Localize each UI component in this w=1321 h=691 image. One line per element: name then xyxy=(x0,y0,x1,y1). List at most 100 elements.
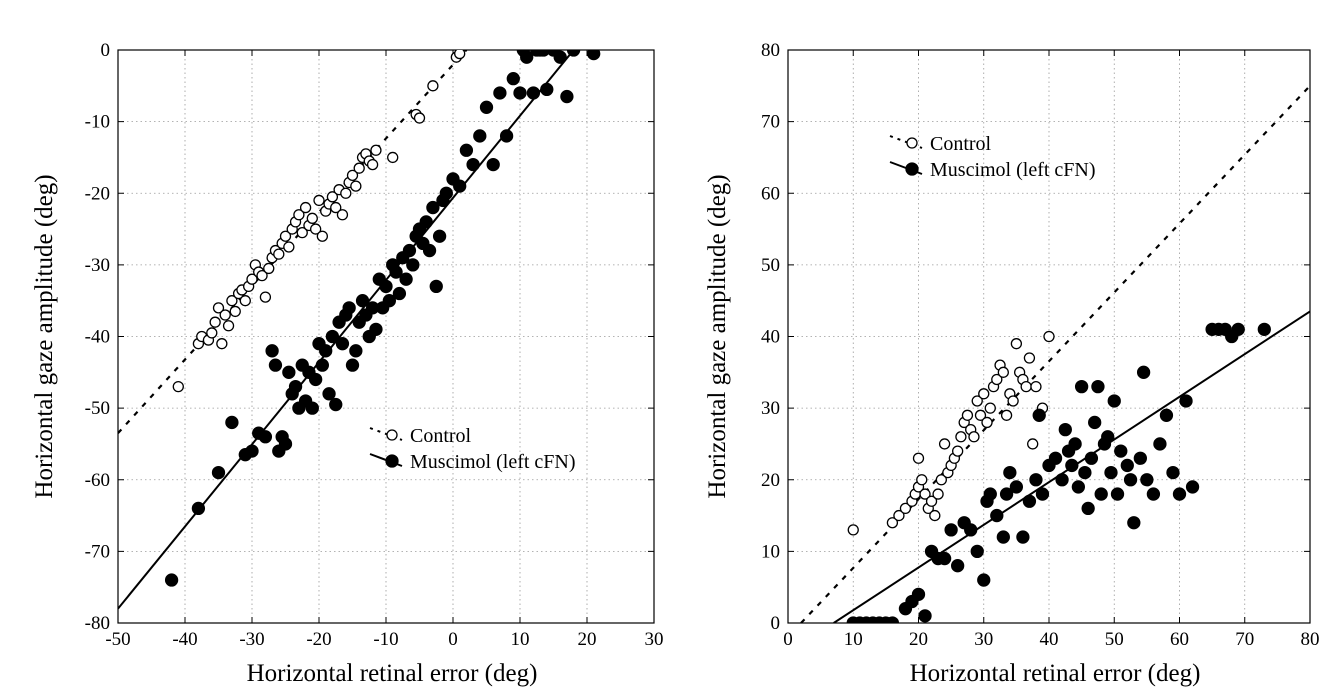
muscimol-point xyxy=(1185,480,1200,494)
muscimol-point xyxy=(1065,458,1079,473)
muscimol-point xyxy=(406,258,420,272)
muscimol-point xyxy=(964,523,978,537)
muscimol-point xyxy=(268,358,283,372)
control-point xyxy=(326,191,339,203)
y-tick-label: 60 xyxy=(761,183,780,204)
data-layer xyxy=(118,50,601,610)
muscimol-point xyxy=(520,50,534,64)
muscimol-point xyxy=(308,372,323,387)
muscimol-point xyxy=(389,265,403,279)
muscimol-point xyxy=(1084,451,1099,465)
control-point xyxy=(899,502,912,515)
muscimol-point xyxy=(1055,473,1069,487)
control-point xyxy=(935,474,947,486)
control-point xyxy=(293,209,305,221)
control-point xyxy=(912,452,925,464)
muscimol-point xyxy=(1074,379,1089,394)
muscimol-point xyxy=(1022,494,1037,508)
control-point xyxy=(306,212,318,224)
muscimol-point xyxy=(426,200,440,215)
muscimol-point xyxy=(1166,465,1180,480)
control-point xyxy=(955,431,967,443)
y-tick-label: 0 xyxy=(771,613,781,634)
control-point xyxy=(172,380,184,393)
muscimol-point xyxy=(1029,473,1043,487)
muscimol-point xyxy=(1107,394,1121,408)
x-tick-label: -10 xyxy=(373,629,398,650)
muscimol-point xyxy=(970,544,984,559)
muscimol-point xyxy=(265,344,279,358)
muscimol-point xyxy=(1068,437,1082,451)
muscimol-point xyxy=(1003,465,1017,480)
muscimol-point xyxy=(392,286,407,301)
muscimol-point xyxy=(1114,444,1128,458)
legend-muscimol-label: Muscimol (left cFN) xyxy=(410,451,576,473)
muscimol-point xyxy=(999,487,1014,501)
muscimol-point xyxy=(1035,487,1050,501)
control-point xyxy=(370,144,382,156)
control-point xyxy=(1007,395,1019,407)
x-axis-label: Horizontal retinal error (deg) xyxy=(247,660,538,687)
muscimol-point xyxy=(322,387,336,401)
x-tick-label: -50 xyxy=(105,629,130,650)
control-point xyxy=(919,488,931,500)
x-tick-label: 10 xyxy=(844,629,863,650)
control-point xyxy=(387,151,399,164)
muscimol-point xyxy=(429,279,443,294)
muscimol-point xyxy=(1120,458,1134,473)
muscimol-point xyxy=(499,129,514,143)
control-point xyxy=(978,388,990,400)
y-tick-label: 30 xyxy=(761,398,780,419)
muscimol-point xyxy=(349,344,363,358)
control-point xyxy=(222,320,235,332)
control-point xyxy=(1043,330,1055,343)
control-point xyxy=(893,509,905,522)
muscimol-point xyxy=(486,157,500,172)
x-tick-label: 70 xyxy=(1235,629,1254,650)
muscimol-point xyxy=(1179,394,1193,408)
legend-control-marker xyxy=(386,429,398,441)
muscimol-point xyxy=(1231,322,1245,336)
muscimol-point xyxy=(1071,480,1086,494)
muscimol-point xyxy=(342,301,356,315)
muscimol-point xyxy=(536,50,551,57)
x-tick-label: 50 xyxy=(1105,629,1124,650)
muscimol-point xyxy=(1104,465,1118,480)
muscimol-point xyxy=(587,50,601,61)
muscimol-point xyxy=(1009,480,1024,494)
muscimol-point xyxy=(1058,422,1072,437)
muscimol-point xyxy=(951,559,965,573)
muscimol-point xyxy=(419,215,433,229)
control-point xyxy=(259,291,272,303)
muscimol-point xyxy=(453,179,467,193)
muscimol-point xyxy=(345,358,360,372)
muscimol-point xyxy=(1159,408,1174,422)
control-point xyxy=(219,309,231,321)
control-point xyxy=(256,269,268,282)
muscimol-point xyxy=(305,401,319,415)
muscimol-point xyxy=(1127,516,1141,530)
control-point xyxy=(340,187,352,199)
y-tick-label: -30 xyxy=(85,255,110,276)
muscimol-point xyxy=(513,86,527,100)
control-point xyxy=(454,50,466,60)
control-point xyxy=(216,338,228,350)
muscimol-point xyxy=(1172,487,1187,501)
muscimol-point xyxy=(560,89,574,104)
x-tick-label: 60 xyxy=(1170,629,1189,650)
y-tick-label: 20 xyxy=(761,470,780,491)
muscimol-point xyxy=(329,397,343,412)
y-axis-label: Horizontal gaze amplitude (deg) xyxy=(31,174,58,498)
muscimol-point xyxy=(466,157,480,172)
control-point xyxy=(1020,380,1032,393)
control-point xyxy=(330,201,342,214)
control-point xyxy=(1000,409,1013,421)
muscimol-point xyxy=(164,573,179,587)
muscimol-point xyxy=(402,243,417,258)
control-point xyxy=(313,194,325,207)
muscimol-point xyxy=(1136,365,1151,379)
x-tick-label: 80 xyxy=(1301,629,1320,650)
control-point xyxy=(226,295,238,307)
control-point xyxy=(316,230,329,242)
